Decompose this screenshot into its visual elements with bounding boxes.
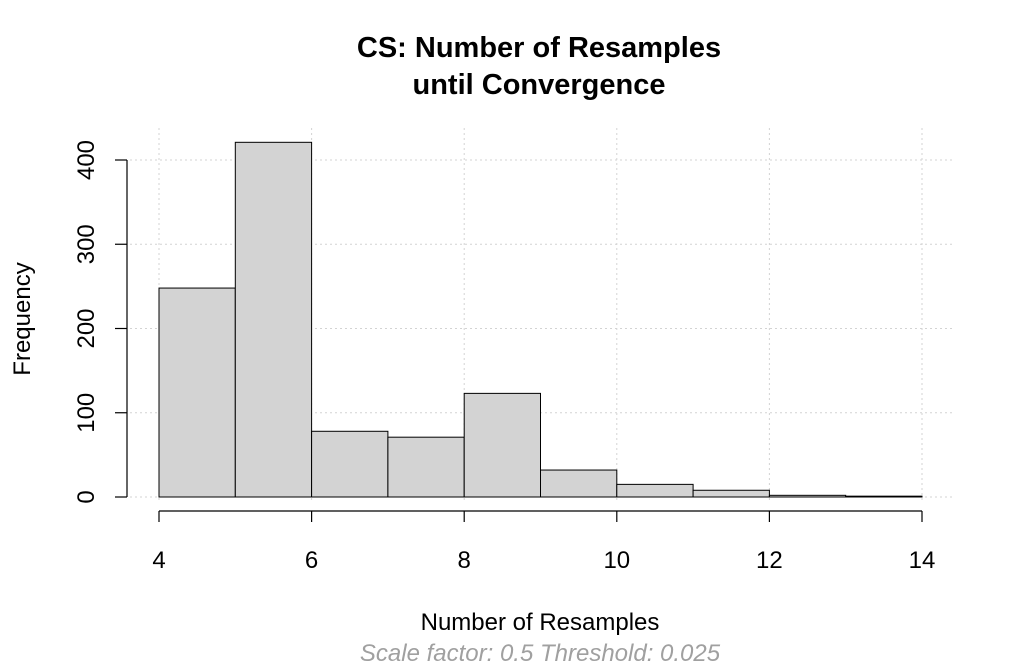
- x-ticks: 4 6 8 10 12 14: [152, 511, 935, 574]
- bars: [158, 141, 923, 498]
- histogram-bar: [311, 430, 389, 498]
- chart-title-line1: CS: Number of Resamples: [357, 32, 721, 64]
- x-tick-label: 14: [909, 547, 936, 574]
- y-axis-label: Frequency: [9, 262, 36, 375]
- histogram-bar: [692, 489, 770, 498]
- x-tick-label: 10: [603, 547, 630, 574]
- histogram-bar: [463, 392, 542, 498]
- histogram-bar: [387, 436, 465, 498]
- y-tick-label: 200: [73, 308, 100, 348]
- histogram-bar: [158, 287, 236, 498]
- x-tick-label: 4: [152, 547, 165, 574]
- y-tick-label: 300: [73, 224, 100, 264]
- y-tick-label: 100: [73, 393, 100, 433]
- x-axis-label: Number of Resamples: [421, 609, 660, 636]
- histogram-bar: [616, 483, 694, 498]
- histogram-bar: [845, 495, 923, 498]
- x-tick-label: 12: [756, 547, 783, 574]
- y-tick-label: 0: [73, 490, 100, 503]
- histogram-bar: [234, 141, 313, 498]
- x-tick-label: 8: [458, 547, 471, 574]
- histogram-bar: [768, 494, 847, 498]
- y-ticks: 0 100 200 300 400: [73, 140, 127, 504]
- y-tick-label: 400: [73, 140, 100, 180]
- chart-title-line2: until Convergence: [413, 69, 666, 101]
- chart-subtitle: Scale factor: 0.5 Threshold: 0.025: [360, 640, 721, 667]
- histogram-bar: [540, 469, 618, 498]
- x-tick-label: 6: [305, 547, 318, 574]
